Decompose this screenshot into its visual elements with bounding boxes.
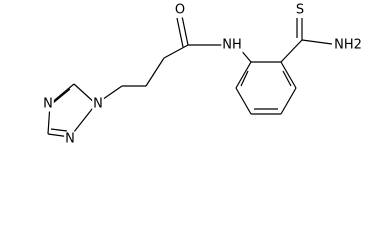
bond — [301, 39, 333, 45]
bond — [280, 87, 297, 115]
label-background — [64, 131, 76, 147]
label-background — [92, 96, 104, 112]
label-background — [173, 2, 187, 18]
atom-label: N — [93, 97, 103, 112]
bond — [163, 44, 189, 59]
bond — [280, 61, 297, 89]
atom-label: N — [43, 97, 53, 112]
atom-label: NH — [222, 38, 242, 53]
bond — [145, 57, 165, 87]
bond — [50, 128, 68, 132]
label-background — [294, 2, 306, 18]
atom-labels: O NH S NH2 N N N — [42, 2, 363, 147]
atom-label: S — [296, 3, 304, 18]
structure-diagram: O NH S NH2 N N N — [42, 2, 363, 147]
bond — [280, 39, 303, 63]
label-background — [221, 37, 243, 53]
bond — [52, 88, 71, 104]
atom-label: O — [175, 3, 185, 18]
bond — [49, 83, 75, 105]
atom-label: NH2 — [334, 38, 362, 53]
label-background — [42, 96, 54, 112]
bond — [181, 15, 189, 46]
label-background — [333, 37, 363, 53]
bonds — [47, 15, 333, 138]
atom-label: N — [65, 132, 75, 147]
bond — [235, 87, 252, 115]
bond — [176, 17, 184, 48]
bond — [282, 70, 292, 87]
bond — [235, 61, 252, 89]
bond — [240, 70, 249, 87]
